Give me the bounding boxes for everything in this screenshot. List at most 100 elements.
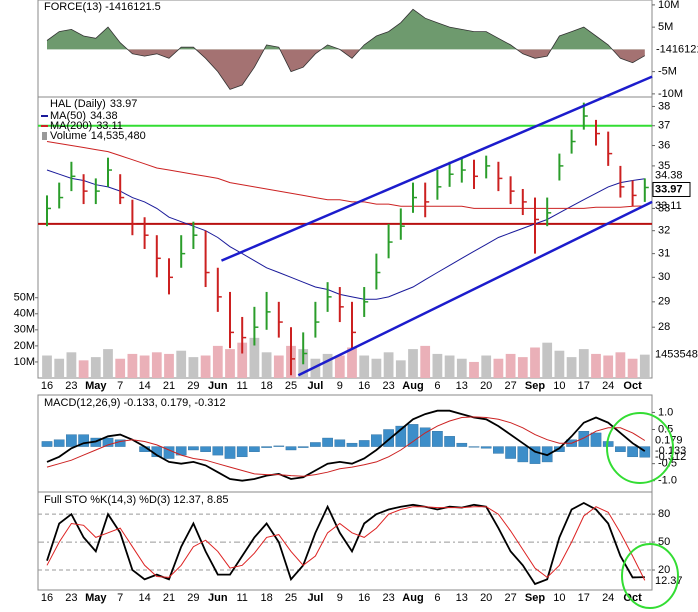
histogram-bar [444,436,455,447]
x-tick-label: 24 [602,380,614,392]
histogram-bar [615,446,626,452]
y-tick-label: -1.0 [658,475,677,487]
x-tick-label: 9 [337,592,343,604]
volume-bar [310,358,321,378]
volume-bar [566,357,577,378]
volume-bar [615,352,626,378]
indicator-line [46,506,646,581]
panel-frame [37,96,653,379]
y-tick-label: 28 [658,321,670,333]
volume-bar [66,352,77,378]
x-tick-label: 16 [41,380,53,392]
x-tick-label: 25 [285,592,297,604]
x-tick-label: 10 [553,592,565,604]
volume-tick-label: 20M [14,340,35,352]
volume-bar [591,353,601,378]
x-tick-label: Jun [208,592,228,604]
x-tick-label: 18 [260,380,272,392]
histogram-bar [297,446,309,448]
x-tick-label: 7 [117,380,123,392]
x-tick-label: 6 [434,592,440,604]
indicator-line [46,416,646,477]
x-tick-label: 21 [163,592,175,604]
value-tag: 33.97 [655,183,683,195]
volume-bar [456,358,467,378]
volume-bar [383,352,394,378]
volume-bar [371,358,382,378]
volume-bar [505,353,516,378]
panel-title: FORCE(13) -1416121.5 [44,1,161,13]
value-tag: 1453548 [655,349,698,361]
histogram-bar [41,441,53,447]
x-tick-label: May [85,592,107,604]
histogram-bar [346,442,358,447]
histogram-bar [249,446,260,452]
histogram-bar [639,446,651,458]
legend-value: 33.11 [96,120,123,132]
volume-bar [469,361,479,378]
x-tick-label: 27 [504,592,516,604]
volume-bar [481,355,492,378]
value-tag: 34.38 [655,170,683,182]
y-tick-label: -5M [658,66,677,78]
histogram-bar [456,442,468,447]
histogram-bar [419,427,431,447]
indicator-line [46,409,646,482]
volume-bar [42,355,52,378]
y-tick-label: 5M [658,21,673,33]
volume-bar [322,353,333,378]
histogram-bar [529,446,541,464]
histogram-bar [493,446,504,454]
x-tick-label: 7 [117,592,123,604]
volume-tick-label: 10M [14,356,35,368]
volume-bar [542,342,553,378]
x-tick-label: 29 [187,380,199,392]
x-tick-label: 20 [480,592,492,604]
x-tick-label: 23 [382,592,394,604]
legend-entry: Volume 14,535,480 [50,130,146,142]
x-tick-label: 9 [337,380,343,392]
moving-average [46,169,645,300]
histogram-bar [627,446,638,458]
legend-entry: MA(50) 34.38 [50,110,118,122]
legend-entry: MA(200) 33.11 [50,120,123,132]
volume-tick-label: 50M [14,292,35,304]
panel-title: MACD(12,26,9) -0.133, 0.179, -0.312 [44,397,226,409]
histogram-bar [224,446,236,459]
x-tick-label: 10 [553,380,565,392]
histogram-bar [578,431,590,447]
y-tick-label: 36 [658,139,670,151]
volume-bar [200,355,211,378]
x-tick-label: 14 [138,380,150,392]
volume-bar [139,355,150,378]
histogram-bar [188,446,199,451]
volume-bar [151,352,162,378]
y-tick-label: 37 [658,120,670,132]
histogram-bar [383,429,394,447]
volume-bar [127,353,138,378]
histogram-bar [261,446,272,448]
x-tick-label: 17 [578,380,590,392]
close-tag-box [652,181,691,197]
volume-bar [78,360,89,378]
volume-bar [347,347,357,378]
x-tick-label: 25 [285,380,297,392]
y-tick-label: 20 [658,564,670,576]
x-tick-label: 11 [236,380,247,392]
x-tick-label: 11 [236,592,247,604]
legend-name: Volume [50,130,87,142]
volume-bar [249,337,260,378]
histogram-bar [334,439,346,447]
y-tick-label: 32 [658,225,670,237]
histogram-bar [590,432,602,447]
histogram-bar [371,434,382,447]
panel-title: Full STO %K(14,3) %D(3) 12.37, 8.85 [44,494,228,506]
x-tick-label: 14 [138,592,150,604]
histogram-bar [395,425,407,447]
volume-bar [164,353,174,378]
volume-bar [103,349,113,378]
histogram-bar [505,446,516,459]
